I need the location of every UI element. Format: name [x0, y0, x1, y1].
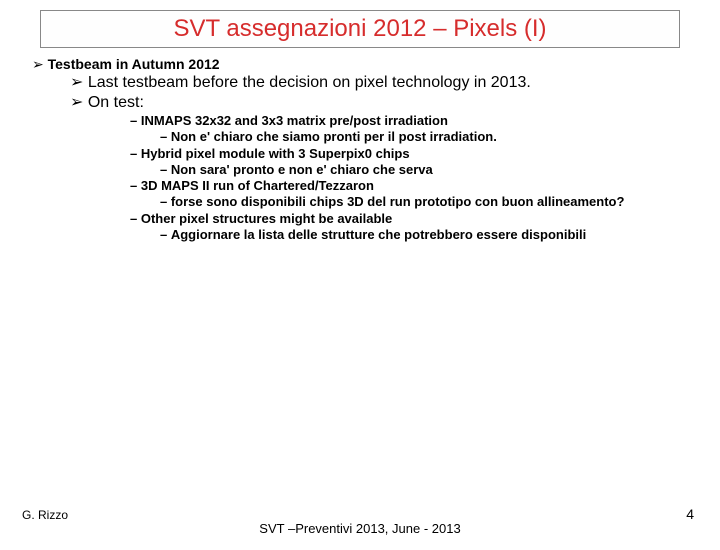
l1-text: Testbeam in Autumn 2012 — [48, 56, 220, 72]
l2a-text: Last testbeam before the decision on pix… — [88, 74, 531, 91]
bullet-l4: – Aggiornare la lista delle strutture ch… — [160, 227, 700, 243]
dash-icon: – — [130, 113, 141, 128]
l3c-text: 3D MAPS II run of Chartered/Tezzaron — [141, 178, 374, 193]
bullet-l3: – 3D MAPS II run of Chartered/Tezzaron — [130, 178, 700, 194]
slide-title: SVT assegnazioni 2012 – Pixels (I) — [173, 15, 546, 42]
l3d-text: Other pixel structures might be availabl… — [141, 211, 392, 226]
footer-author: G. Rizzo — [22, 508, 68, 522]
arrow-icon: ➢ — [70, 94, 88, 111]
dash-icon: – — [130, 211, 141, 226]
page-number: 4 — [686, 506, 694, 522]
l4d-text: Aggiornare la lista delle strutture che … — [171, 227, 586, 242]
dash-icon: – — [160, 227, 171, 242]
bullet-l2: ➢ Last testbeam before the decision on p… — [70, 73, 700, 93]
bullet-l1: ➢ Testbeam in Autumn 2012 — [32, 56, 700, 73]
arrow-icon: ➢ — [70, 74, 88, 91]
dash-icon: – — [130, 146, 141, 161]
l3a-text: INMAPS 32x32 and 3x3 matrix pre/post irr… — [141, 113, 448, 128]
dash-icon: – — [130, 178, 141, 193]
bullet-l4: – Non sara' pronto e non e' chiaro che s… — [160, 162, 700, 178]
bullet-l3: – Hybrid pixel module with 3 Superpix0 c… — [130, 146, 700, 162]
bullet-l3: – INMAPS 32x32 and 3x3 matrix pre/post i… — [130, 113, 700, 129]
bullet-l4: – forse sono disponibili chips 3D del ru… — [160, 194, 700, 210]
arrow-icon: ➢ — [32, 56, 48, 72]
l4a-text: Non e' chiaro che siamo pronti per il po… — [171, 129, 497, 144]
title-box: SVT assegnazioni 2012 – Pixels (I) — [40, 10, 680, 48]
bullet-l4: – Non e' chiaro che siamo pronti per il … — [160, 129, 700, 145]
l3b-text: Hybrid pixel module with 3 Superpix0 chi… — [141, 146, 410, 161]
l4c-text: forse sono disponibili chips 3D del run … — [171, 194, 625, 209]
content-area: ➢ Testbeam in Autumn 2012 ➢ Last testbea… — [0, 56, 720, 243]
dash-icon: – — [160, 162, 171, 177]
footer-title: SVT –Preventivi 2013, June - 2013 — [259, 521, 460, 536]
bullet-l2: ➢ On test: — [70, 93, 700, 113]
l2b-text: On test: — [88, 94, 144, 111]
l4b-text: Non sara' pronto e non e' chiaro che ser… — [171, 162, 433, 177]
dash-icon: – — [160, 129, 171, 144]
bullet-l3: – Other pixel structures might be availa… — [130, 211, 700, 227]
dash-icon: – — [160, 194, 171, 209]
